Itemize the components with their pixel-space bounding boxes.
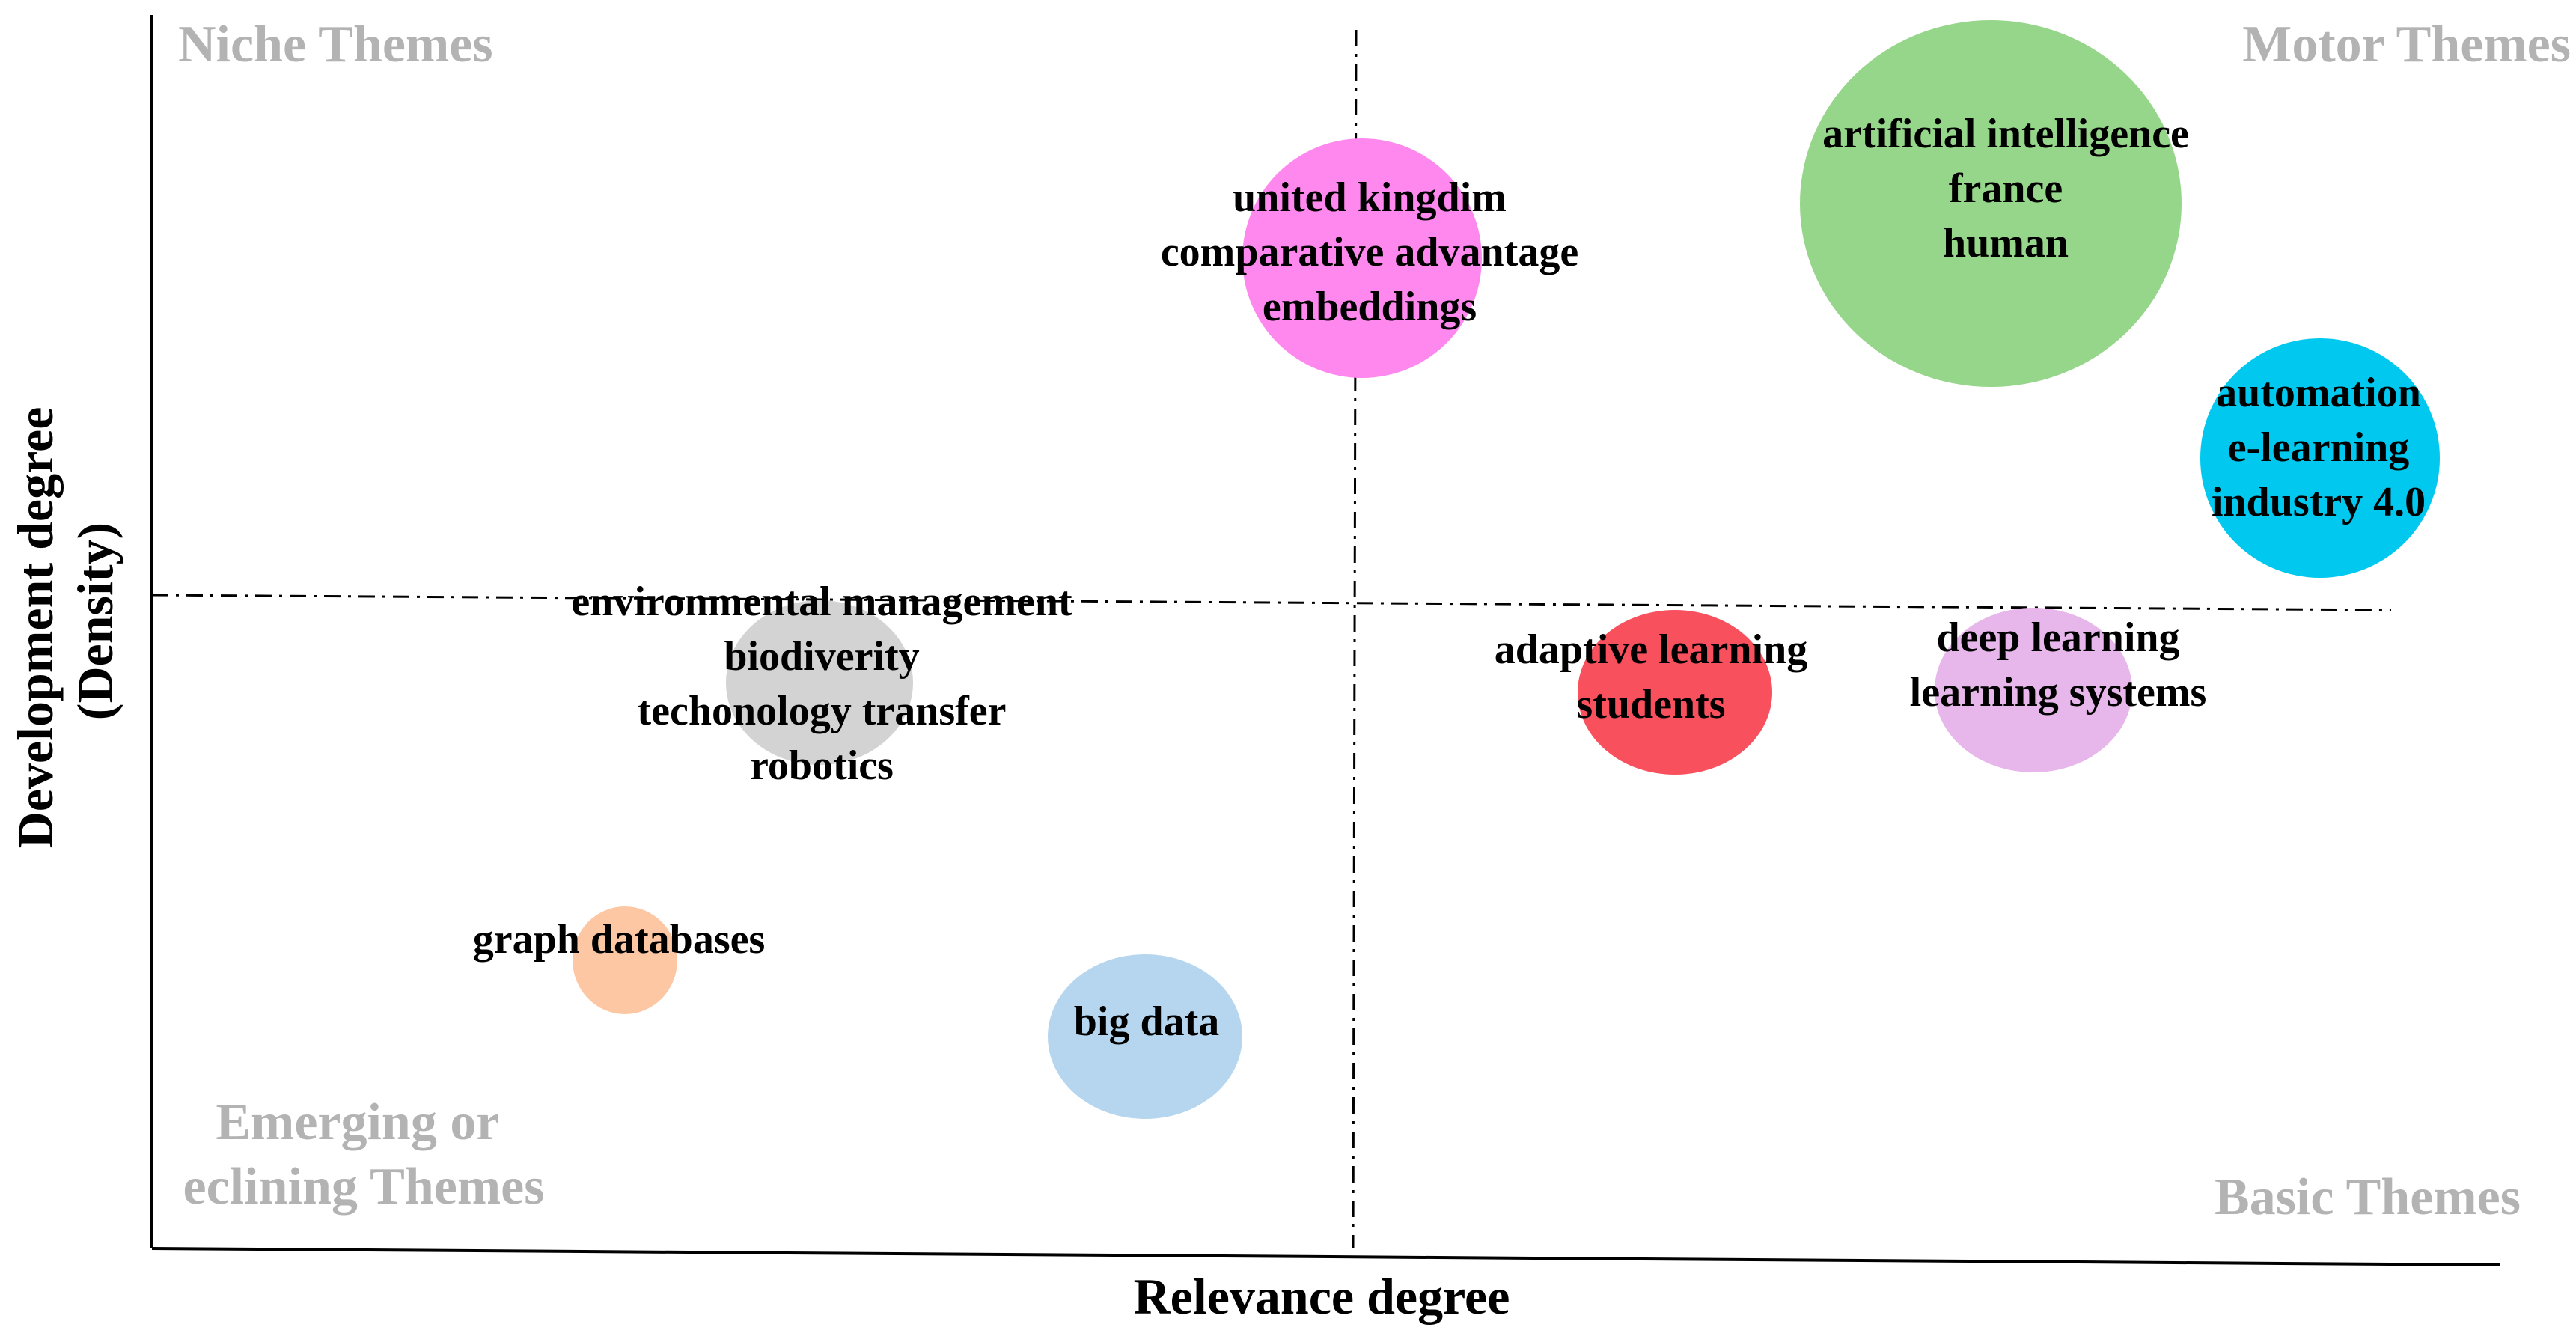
bubble-automation	[2200, 338, 2440, 578]
quadrant-label-emerging-line-1: Emerging or	[216, 1094, 498, 1151]
bubble-label-line: embeddings	[1263, 284, 1477, 330]
bubble-label-line: e-learning	[2228, 424, 2410, 471]
quadrant-label-basic-line: Basic Themes	[2215, 1168, 2521, 1226]
quadrant-label-emerging: Emerging or eclining Themes	[183, 1094, 545, 1216]
x-axis-line	[151, 1247, 2500, 1266]
bubble-label-deep-learning: deep learning learning systems	[1910, 614, 2207, 716]
quadrant-label-basic: Basic Themes	[2215, 1168, 2521, 1226]
x-axis-title: Relevance degree	[1134, 1268, 1510, 1325]
bubble-label-environmental-management: environmental management biodiverity techo…	[571, 579, 1072, 789]
bubble-label-line: artificial intelligence	[1822, 111, 2189, 157]
bubble-label-adaptive-learning: adaptive learning students	[1495, 626, 1807, 728]
bubble-label-automation: automation e-learning industry 4.0	[2212, 370, 2426, 525]
bubble-label-line: adaptive learning	[1495, 626, 1807, 673]
bubble-environmental-management	[726, 600, 913, 765]
quadrant-label-emerging-line-2: eclining Themes	[183, 1158, 545, 1216]
bubble-label-united-kingdim: united kingdim comparative advantage embed…	[1161, 174, 1578, 330]
vertical-divider-line	[1352, 29, 1358, 1249]
bubble-label-big-data: big data	[1074, 998, 1220, 1045]
bubble-united-kingdim	[1242, 138, 1482, 378]
quadrant-label-motor: Motor Themes	[2242, 16, 2571, 73]
bubble-label-line: robotics	[750, 742, 894, 789]
bubble-label-line: united kingdim	[1233, 174, 1507, 221]
horizontal-divider-line	[151, 594, 2392, 611]
cluster-labels: united kingdim comparative advantage embed…	[473, 111, 2426, 1045]
quadrant-label-niche-line: Niche Themes	[178, 16, 493, 73]
bubble-label-graph-databases: graph databases	[473, 916, 766, 963]
bubble-label-line: techonology transfer	[637, 688, 1006, 734]
bubble-label-line: learning systems	[1910, 669, 2207, 716]
cluster-bubbles	[573, 20, 2440, 1119]
bubble-label-line: graph databases	[473, 916, 766, 963]
bubble-label-artificial-intelligence: artificial intelligence france human	[1822, 111, 2189, 266]
bubble-label-line: students	[1576, 681, 1725, 728]
y-axis-title-line-1: Development degree	[7, 407, 64, 849]
bubble-label-line: industry 4.0	[2212, 479, 2426, 525]
bubble-artificial-intelligence	[1800, 20, 2182, 387]
bubble-label-line: deep learning	[1936, 614, 2179, 661]
bubble-adaptive-learning	[1578, 610, 1772, 775]
bubble-graph-databases	[573, 906, 677, 1014]
bubble-label-line: comparative advantage	[1161, 229, 1578, 275]
bubble-deep-learning	[1935, 608, 2132, 772]
bubble-label-line: biodiverity	[724, 633, 919, 680]
bubble-label-line: france	[1949, 165, 2063, 212]
bubble-label-line: human	[1943, 220, 2069, 266]
bubble-label-line: big data	[1074, 998, 1220, 1045]
y-axis-title: Development degree (Density)	[7, 394, 123, 849]
bubble-big-data	[1048, 954, 1242, 1119]
bubble-label-line: environmental management	[571, 579, 1072, 625]
bubble-label-line: automation	[2216, 370, 2421, 416]
quadrant-label-niche: Niche Themes	[178, 16, 493, 73]
y-axis-title-line-2: (Density)	[67, 522, 123, 720]
quadrant-label-motor-line: Motor Themes	[2242, 16, 2571, 73]
